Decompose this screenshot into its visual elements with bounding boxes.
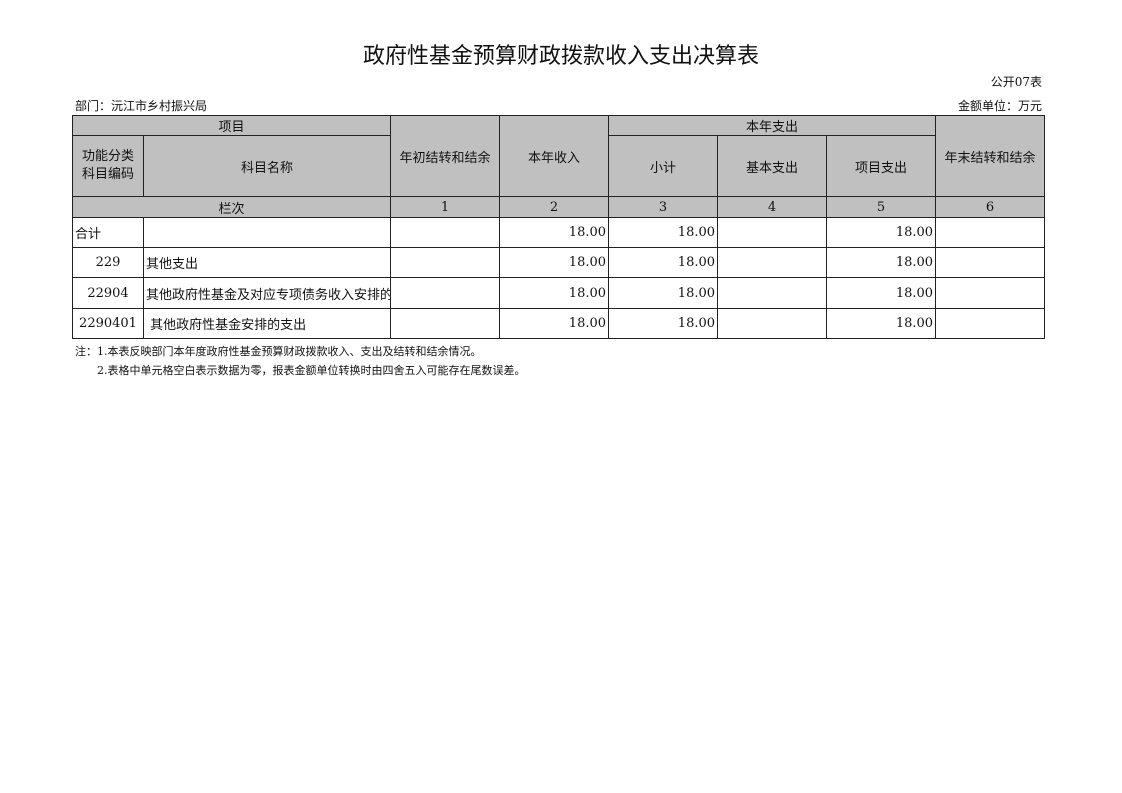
page-title: 政府性基金预算财政拨款收入支出决算表: [362, 44, 759, 69]
cell-project: 18.00: [826, 247, 937, 278]
cell-name: 其他政府性基金及对应专项债务收入安排的: [142, 277, 392, 309]
cell-subtotal: 18.00: [608, 277, 719, 309]
cell-subtotal: 18.00: [608, 247, 719, 278]
cell-opening: [390, 308, 501, 339]
cell-project: 18.00: [826, 277, 937, 309]
header-item: 项目: [71, 115, 392, 136]
header-closing: 年末结转和结余: [935, 115, 1046, 197]
cell-name: 其他支出: [142, 247, 392, 278]
table-row: 229 其他支出 18.00 18.00 18.00: [72, 247, 1046, 278]
cell-code: 合计: [72, 217, 144, 248]
cell-subtotal: 18.00: [608, 217, 719, 248]
cell-income: 18.00: [499, 217, 610, 248]
cell-project: 18.00: [826, 308, 937, 339]
cell-basic: [717, 247, 828, 278]
cell-code: 22904: [72, 277, 144, 309]
cell-income: 18.00: [499, 277, 610, 309]
cell-project: 18.00: [826, 217, 937, 248]
cell-basic: [717, 277, 828, 309]
header-code: 功能分类科目编码: [72, 135, 144, 197]
cell-income: 18.00: [499, 308, 610, 339]
cell-opening: [390, 217, 501, 248]
col-number: 1: [390, 196, 501, 218]
cell-code: 229: [72, 247, 144, 278]
header-basic: 基本支出: [717, 135, 828, 197]
form-number: 公开07表: [990, 75, 1042, 89]
header-column-no: 栏次: [71, 196, 392, 218]
cell-name: 其他政府性基金安排的支出: [142, 308, 392, 339]
cell-opening: [390, 277, 501, 309]
unit-label: 金额单位：万元: [957, 99, 1042, 113]
cell-subtotal: 18.00: [608, 308, 719, 339]
col-number: 2: [499, 196, 610, 218]
header-opening: 年初结转和结余: [390, 115, 501, 197]
header-name: 科目名称: [142, 135, 392, 197]
table-row: 22904 其他政府性基金及对应专项债务收入安排的 18.00 18.00 18…: [72, 277, 1046, 309]
cell-name: [142, 217, 392, 248]
col-number: 5: [826, 196, 937, 218]
header-income: 本年收入: [499, 115, 610, 197]
cell-closing: [935, 308, 1046, 339]
cell-basic: [717, 217, 828, 248]
notes: 注：1.本表反映部门本年度政府性基金预算财政拨款收入、支出及结转和结余情况。 2…: [75, 342, 526, 380]
note-2: 2.表格中单元格空白表示数据为零，报表金额单位转换时由四舍五入可能存在尾数误差。: [97, 364, 526, 377]
header-expense: 本年支出: [608, 115, 937, 136]
cell-closing: [935, 277, 1046, 309]
department-label: 部门：沅江市乡村振兴局: [75, 99, 208, 113]
cell-closing: [935, 217, 1046, 248]
col-number: 6: [935, 196, 1046, 218]
cell-closing: [935, 247, 1046, 278]
header-subtotal: 小计: [608, 135, 719, 197]
cell-opening: [390, 247, 501, 278]
table-row: 合计 18.00 18.00 18.00: [72, 217, 1046, 248]
col-number: 3: [608, 196, 719, 218]
header-project: 项目支出: [826, 135, 937, 197]
col-number: 4: [717, 196, 828, 218]
table-row: 2290401 其他政府性基金安排的支出 18.00 18.00 18.00: [72, 308, 1046, 339]
cell-code: 2290401: [72, 308, 144, 339]
budget-table: 项目 年初结转和结余 本年收入 本年支出 年末结转和结余 功能分类科目编码 科目…: [71, 115, 1046, 339]
note-1: 注：1.本表反映部门本年度政府性基金预算财政拨款收入、支出及结转和结余情况。: [75, 345, 482, 358]
cell-basic: [717, 308, 828, 339]
cell-income: 18.00: [499, 247, 610, 278]
